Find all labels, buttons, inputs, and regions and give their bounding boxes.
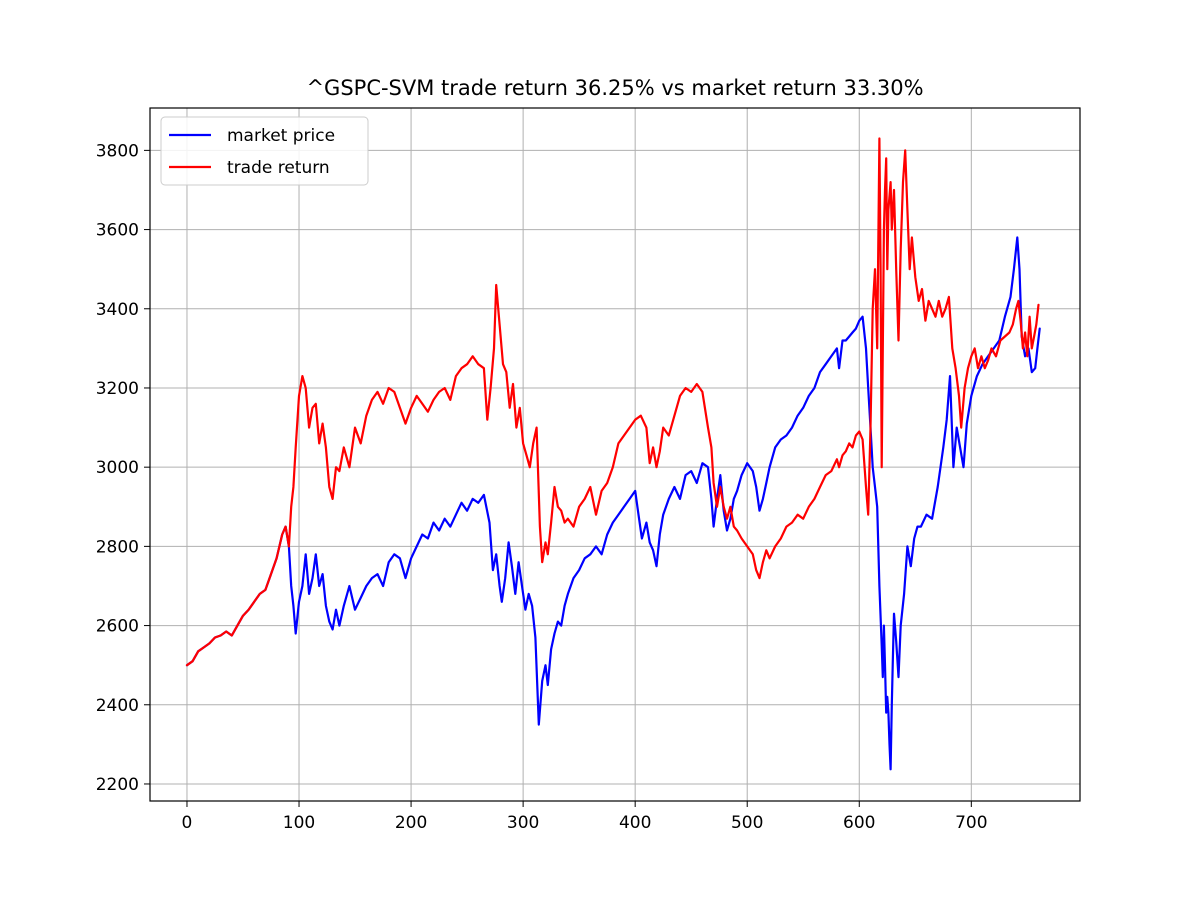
y-tick-label: 2800 bbox=[96, 537, 139, 557]
series-line-0 bbox=[185, 236, 1041, 771]
y-tick-label: 2200 bbox=[96, 775, 139, 795]
plot-frame bbox=[149, 107, 1081, 802]
series-lines bbox=[185, 137, 1041, 771]
y-tick-label: 3000 bbox=[96, 458, 139, 478]
series-line-1 bbox=[185, 137, 1040, 667]
y-tick-label: 3200 bbox=[96, 379, 139, 399]
legend-box bbox=[160, 116, 369, 186]
x-tick-label: 0 bbox=[182, 813, 193, 833]
y-tick-label: 3600 bbox=[96, 221, 139, 241]
x-tick-label: 600 bbox=[843, 813, 875, 833]
x-tick-label: 700 bbox=[955, 813, 987, 833]
axis-ticks: 0 100 200 300 400 500 600 700 2200 2400 2600 2800 30… bbox=[96, 141, 988, 833]
x-tick-label: 300 bbox=[507, 813, 539, 833]
y-tick-label: 2400 bbox=[96, 696, 139, 716]
grid bbox=[150, 108, 1080, 801]
legend-label: market price bbox=[227, 126, 335, 146]
y-tick-label: 3800 bbox=[96, 141, 139, 161]
x-tick-label: 500 bbox=[731, 813, 763, 833]
x-tick-label: 400 bbox=[619, 813, 651, 833]
legend: market price trade return bbox=[160, 116, 369, 186]
chart-title: ^GSPC-SVM trade return 36.25% vs market … bbox=[306, 76, 923, 100]
x-tick-label: 200 bbox=[395, 813, 427, 833]
y-tick-label: 2600 bbox=[96, 617, 139, 637]
legend-label: trade return bbox=[227, 158, 330, 178]
y-tick-label: 3400 bbox=[96, 300, 139, 320]
x-tick-label: 100 bbox=[283, 813, 315, 833]
